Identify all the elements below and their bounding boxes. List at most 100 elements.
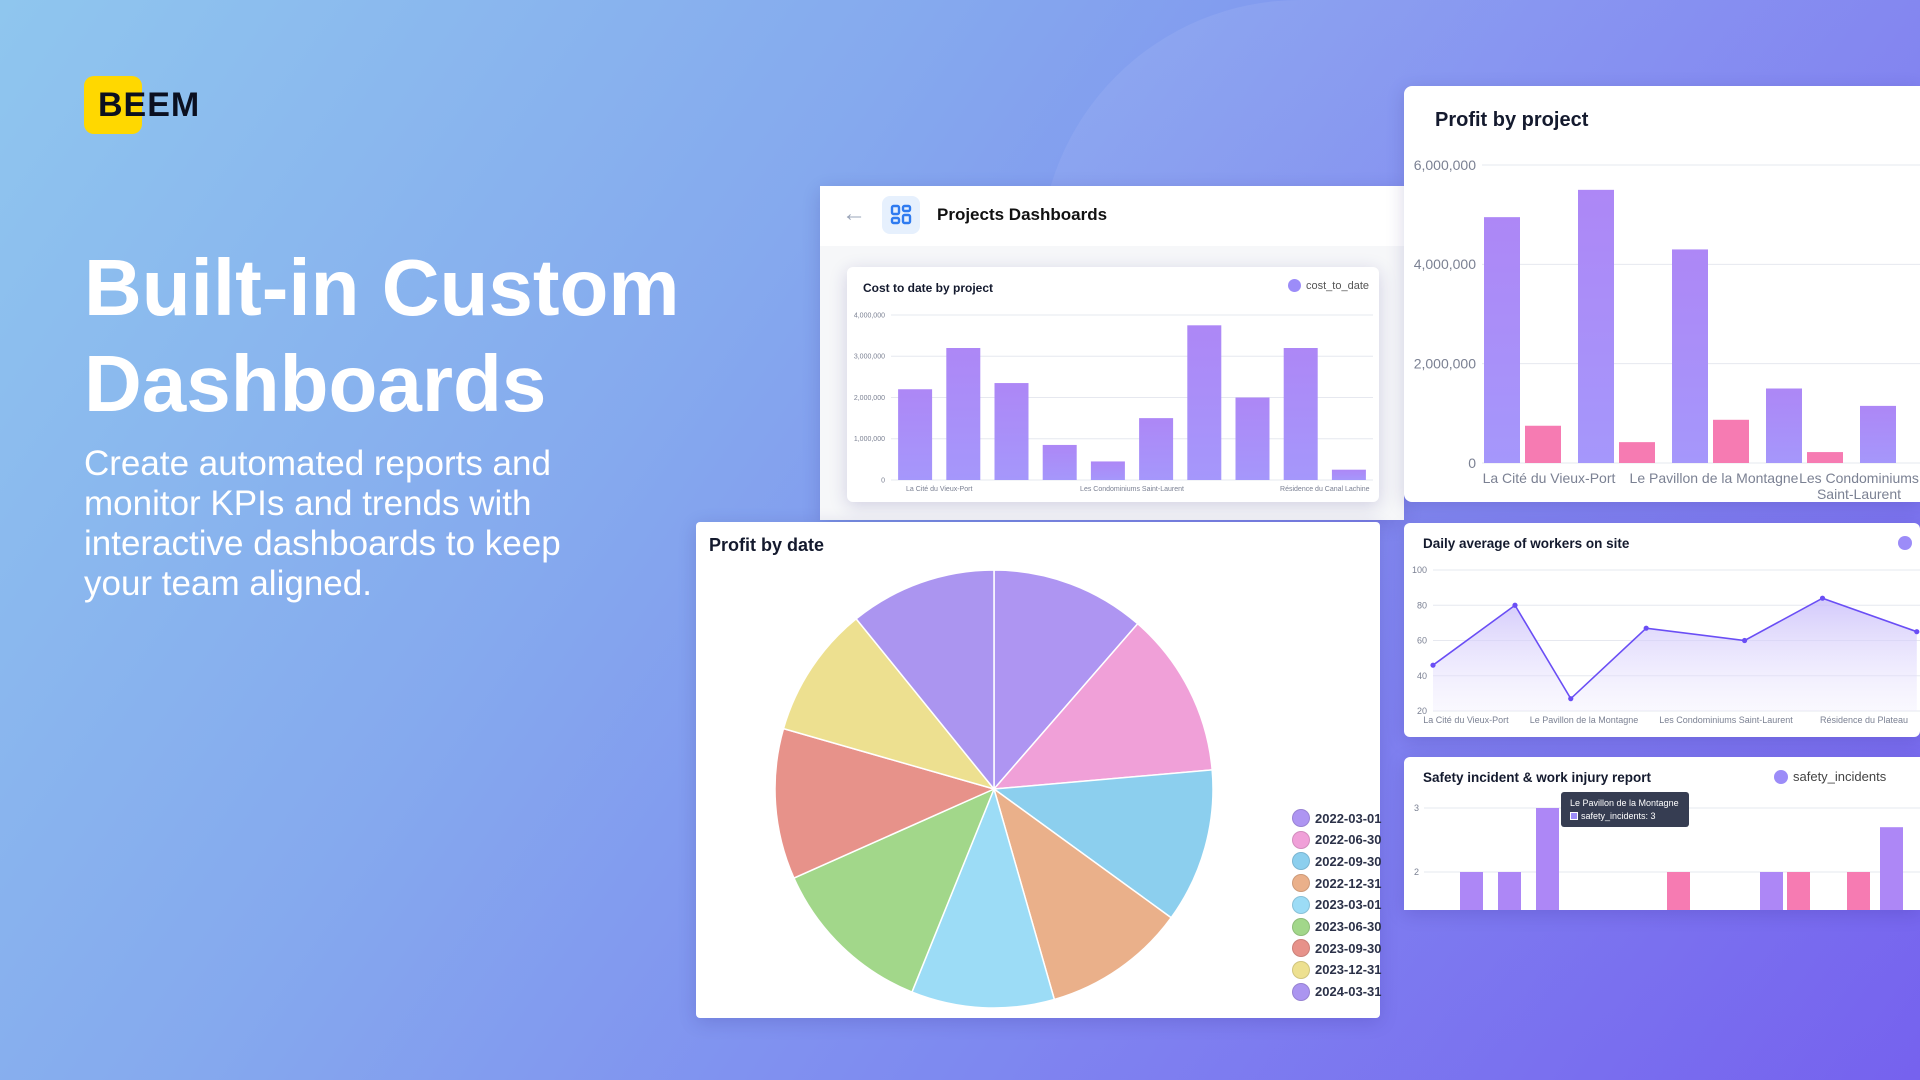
y-tick-label: 0 [1468, 455, 1476, 471]
legend-label: 2023-03-01 [1315, 897, 1382, 913]
legend-label: 2023-12-31 [1315, 962, 1382, 978]
bar-cost_to_date [1331, 469, 1366, 480]
bar-cost_to_date [1235, 397, 1270, 480]
legend-swatch [1292, 982, 1310, 1001]
bar-profit [1578, 189, 1614, 463]
dashboard-title: Projects Dashboards [937, 205, 1108, 224]
bar-cost_to_date [898, 389, 933, 480]
pie-slice [782, 617, 997, 791]
chart-title: Safety incident & work injury report [1423, 770, 1652, 785]
bar-work_injuries [1847, 872, 1870, 910]
data-point [1914, 629, 1920, 635]
legend-label: 2024-03-31 [1315, 984, 1382, 1000]
hero-title: Built-in Custom Dashboards [84, 243, 680, 428]
pie-slice [792, 787, 996, 994]
y-tick-label: 4,000,000 [854, 312, 885, 319]
bar-cost_to_date [1283, 348, 1318, 480]
pie-slice [993, 569, 1139, 792]
data-point [1819, 595, 1826, 601]
tooltip-value: safety_incidents: 3 [1581, 811, 1656, 821]
safety-chart-card: Safety incident & work injury report saf… [1404, 757, 1920, 910]
chart-title: Cost to date by project [863, 281, 994, 295]
data-point [1568, 696, 1574, 702]
bar-profit [1672, 249, 1708, 463]
legend-label: 2022-12-31 [1315, 875, 1382, 891]
beem-logo: BEEM [84, 76, 199, 134]
pie-slice [910, 786, 1056, 1009]
legend-item[interactable]: 2022-12-31 [1292, 874, 1382, 893]
profit-by-date-card: Profit by date 2022-03-01 2022-06-30 2022-… [696, 522, 1382, 1018]
y-tick-label: 3,000,000 [854, 354, 885, 361]
cost-chart-card: Cost to date by project cost_to_date 0 1,… [847, 267, 1379, 502]
legend-item[interactable]: 2022-03-01 [1292, 809, 1382, 827]
y-tick-label: 3 [1414, 803, 1419, 813]
pie-slice [992, 787, 1173, 1001]
legend-swatch [1292, 874, 1310, 893]
y-tick-label: 100 [1412, 565, 1427, 575]
bar-cost_to_date [1090, 461, 1125, 480]
legend-item[interactable]: 2023-06-30 [1292, 917, 1382, 936]
bar-cost_to_date [1187, 325, 1222, 480]
bar-work_injuries [1667, 872, 1690, 910]
bar-safety_incidents [1498, 872, 1521, 910]
tooltip-title: Le Pavillon de la Montagne [1570, 798, 1679, 808]
profit-bar-chart: 0 2,000,000 4,000,000 6,000,000 La Cité du V… [1414, 157, 1920, 502]
bar-profit [1484, 217, 1520, 463]
chart-title: Profit by date [709, 535, 825, 555]
bar-safety_incidents [1536, 808, 1559, 910]
bar-cost [1713, 419, 1749, 463]
pie-slice [992, 622, 1213, 790]
legend-item[interactable]: 2023-12-31 [1292, 960, 1382, 979]
x-tick-label: Le Pavillon de la Montagne [1630, 470, 1799, 486]
legend-swatch [1292, 917, 1310, 936]
workers-area-chart: 20 40 60 80 100 La Cité du Vieux-Port Le Pavil… [1412, 565, 1920, 725]
cost-bar-chart: 0 1,000,000 2,000,000 3,000,000 4,000,000 La … [854, 312, 1373, 493]
legend-item[interactable]: 2023-09-30 [1292, 939, 1382, 958]
legend-item[interactable]: 2022-06-30 [1292, 830, 1382, 849]
y-tick-label: 20 [1417, 706, 1427, 716]
y-tick-label: 1,000,000 [854, 436, 885, 443]
workers-chart-card: Daily average of workers on site 20 40 60 8… [1404, 523, 1920, 737]
pie-slice [855, 569, 995, 792]
x-tick-label: La Cité du Vieux-Port [906, 486, 972, 493]
legend-item[interactable]: 2022-09-30 [1292, 852, 1382, 871]
bar-cost [1807, 452, 1843, 463]
bar-profit [1766, 388, 1802, 463]
x-tick-label: Résidence du Canal Lachine [1280, 486, 1370, 493]
data-point [1742, 637, 1748, 644]
data-point [1430, 662, 1436, 668]
bar-cost_to_date [1139, 418, 1174, 480]
x-tick-label: La Cité du Vieux-Port [1423, 715, 1509, 725]
bar-profit [1860, 405, 1896, 463]
legend-label: 2022-03-01 [1315, 810, 1382, 826]
legend-swatch [1292, 939, 1310, 958]
pie-slice [774, 727, 997, 880]
y-tick-label: 0 [881, 477, 885, 484]
bar-work_injuries [1787, 872, 1810, 910]
legend-dot[interactable] [1898, 536, 1912, 550]
bar-cost_to_date [994, 383, 1029, 480]
x-tick-label: Résidence du Plateau [1820, 715, 1908, 725]
x-tick-label: Le Pavillon de la Montagne [1530, 715, 1639, 725]
x-tick-label: Les Condominiums Saint-Laurent [1659, 715, 1793, 725]
legend-item[interactable]: 2024-03-31 [1292, 982, 1382, 1001]
arrow-left-icon[interactable]: ← [842, 200, 866, 227]
chart-title: Profit by project [1435, 109, 1589, 131]
legend-swatch [1292, 960, 1310, 979]
legend-swatch [1292, 830, 1310, 849]
y-tick-label: 2,000,000 [1414, 356, 1476, 372]
legend-swatch [1292, 809, 1310, 827]
legend-item[interactable]: cost_to_date [1288, 279, 1369, 292]
data-point [1643, 625, 1649, 631]
profit-by-project-card: Profit by project 0 2,000,000 4,000,000 6,0… [1404, 86, 1920, 502]
legend-label: 2023-09-30 [1315, 940, 1382, 956]
y-tick-label: 80 [1417, 600, 1427, 610]
y-tick-label: 2,000,000 [854, 395, 885, 402]
y-tick-label: 40 [1417, 671, 1427, 681]
x-tick-label: Les Condominiums Saint-Laurent [1080, 486, 1184, 493]
bar-safety_incidents [1460, 872, 1483, 910]
legend-item[interactable]: safety_incidents [1774, 769, 1886, 784]
legend-item[interactable]: 2023-03-01 [1292, 895, 1382, 914]
chart-tooltip: Le Pavillon de la Montagne safety_incide… [1561, 792, 1689, 827]
bar-safety_incidents [1760, 872, 1783, 910]
